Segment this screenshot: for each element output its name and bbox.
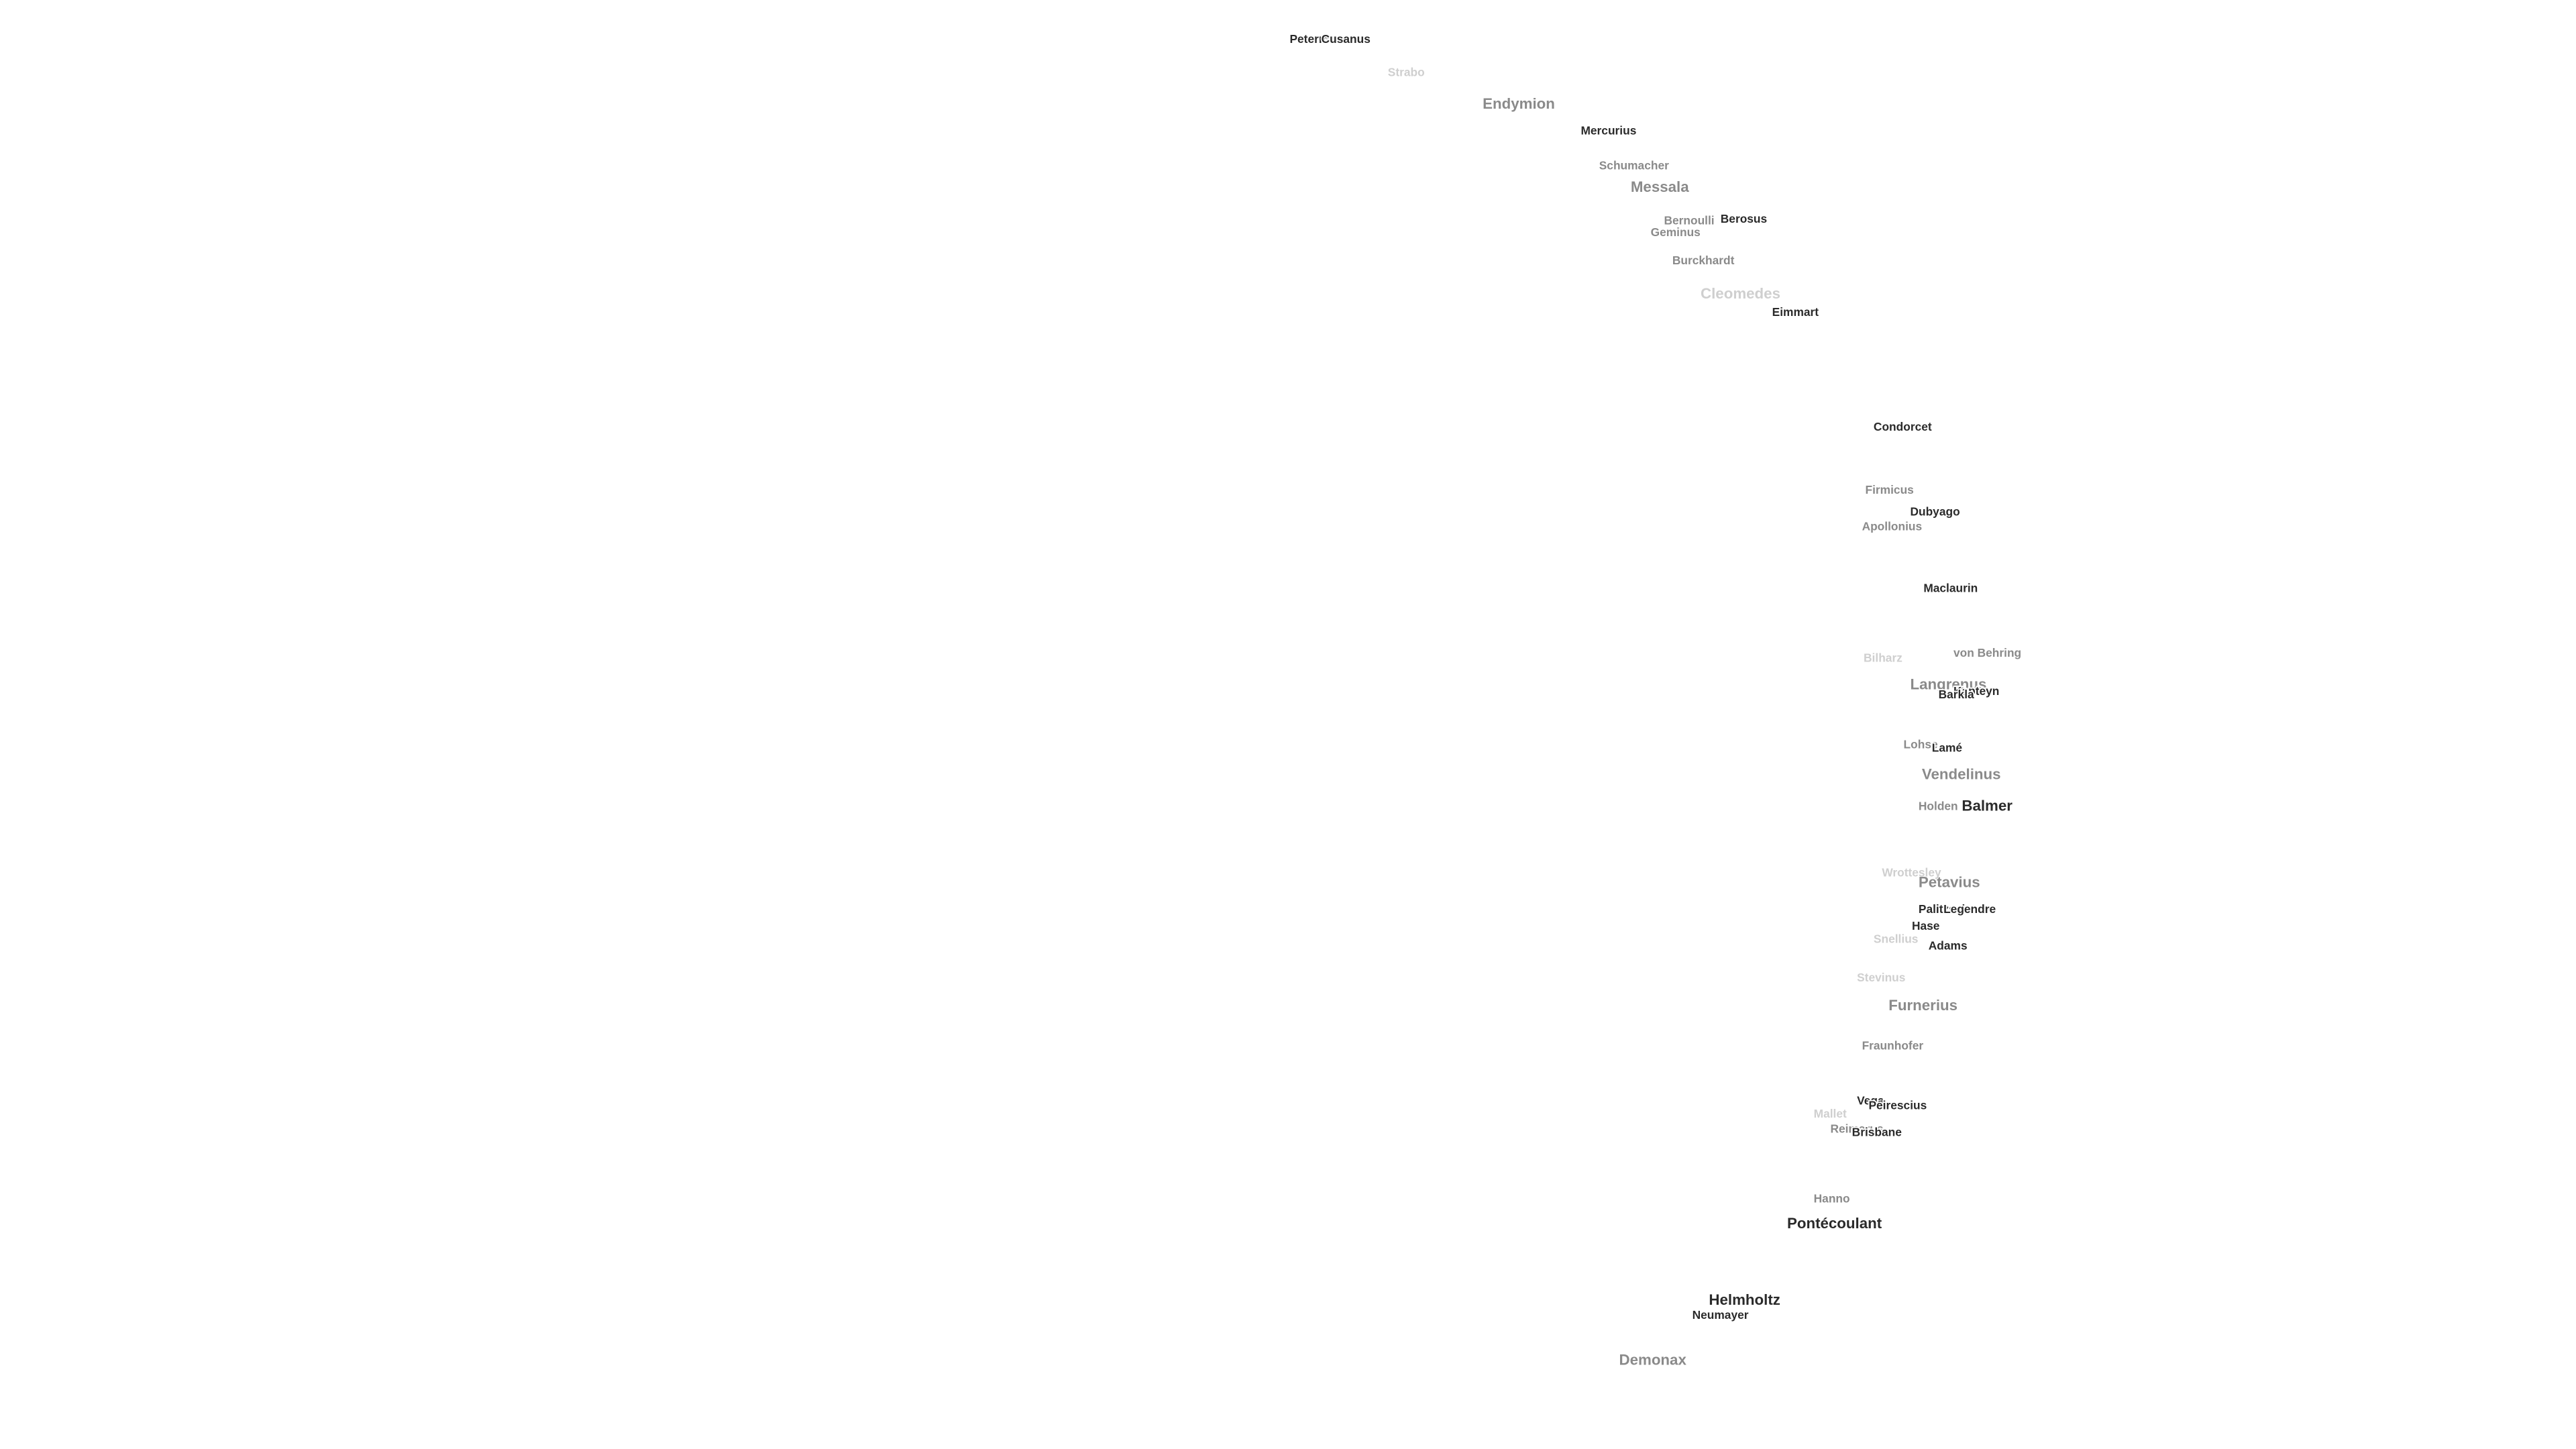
crater-label: Eimmart <box>1772 305 1819 319</box>
crater-label: Burckhardt <box>1672 254 1735 267</box>
crater-label: Wrottesley <box>1882 866 1941 879</box>
crater-label: Langrenus <box>1910 676 1986 693</box>
crater-label: Fraunhofer <box>1862 1038 1924 1052</box>
crater-label: Condorcet <box>1874 420 1932 433</box>
crater-label: Firmicus <box>1866 483 1914 496</box>
crater-label: Helmholtz <box>1709 1291 1780 1308</box>
crater-label: Hanno <box>1814 1192 1850 1205</box>
crater-label: Adams <box>1929 939 1968 953</box>
crater-label: Petavius <box>1919 874 1980 891</box>
crater-label: Legendre <box>1943 902 1996 916</box>
crater-label: Reimarus <box>1830 1122 1883 1135</box>
crater-label: Demonax <box>1619 1351 1687 1368</box>
crater-label: Mallet <box>1814 1107 1847 1120</box>
crater-label: Strabo <box>1388 66 1425 79</box>
crater-label: Vendelinus <box>1922 766 2001 783</box>
crater-label: Schumacher <box>1599 159 1669 172</box>
crater-label: Maclaurin <box>1923 581 1978 594</box>
crater-label: Brisbane <box>1852 1125 1902 1138</box>
crater-label: Balmer <box>1962 798 2012 814</box>
crater-label: Petermann <box>1289 32 1350 46</box>
crater-label: Endymion <box>1483 95 1555 112</box>
crater-label: Berosus <box>1721 212 1767 225</box>
crater-label: von Behring <box>1953 646 2021 659</box>
crater-label: Holden <box>1919 799 1958 812</box>
crater-label: Cusanus <box>1322 32 1371 46</box>
crater-label: Messala <box>1631 178 1689 195</box>
crater-label: Barkla <box>1939 688 1974 701</box>
crater-label: Dubyago <box>1910 504 1960 518</box>
crater-label: Hase <box>1912 919 1940 932</box>
crater-label: Geminus <box>1651 225 1701 239</box>
crater-label: Cleomedes <box>1701 285 1780 302</box>
crater-label: Bernoulli <box>1664 213 1714 227</box>
crater-label: Apollonius <box>1862 520 1923 533</box>
crater-label: Stevinus <box>1857 971 1905 984</box>
crater-label: Furnerius <box>1888 997 1957 1014</box>
crater-label: Bilharz <box>1864 651 1902 665</box>
crater-label: Mercurius <box>1580 123 1636 137</box>
crater-label: Kapteyn <box>1953 684 1999 698</box>
crater-label: Vega <box>1857 1093 1884 1107</box>
crater-label: Palitzsch <box>1919 902 1969 916</box>
crater-label: Pontécoulant <box>1787 1215 1882 1232</box>
crater-label: Peirescius <box>1868 1099 1927 1112</box>
crater-label: Lohse <box>1904 738 1938 751</box>
crater-label: Lamé <box>1932 741 1963 755</box>
crater-label: Neumayer <box>1693 1308 1749 1322</box>
crater-label: Snellius <box>1874 932 1919 946</box>
